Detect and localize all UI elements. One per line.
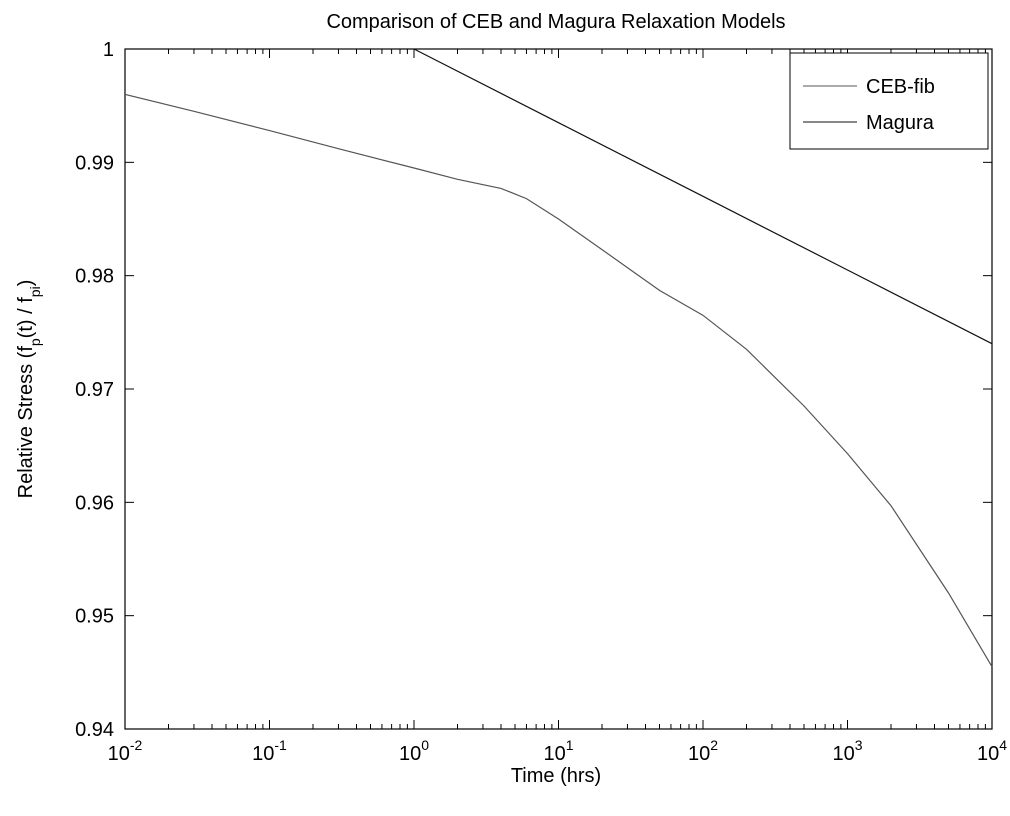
x-tick-exponent: -1 — [274, 737, 287, 753]
x-tick-base: 10 — [108, 743, 130, 765]
legend: CEB-fib Magura — [789, 52, 989, 150]
x-tick-exponent: 2 — [710, 737, 718, 753]
x-tick-label: 104 — [977, 737, 1007, 765]
x-tick-exponent: 0 — [421, 737, 429, 753]
chart-title: Comparison of CEB and Magura Relaxation … — [326, 11, 785, 33]
series-line-magura — [413, 48, 993, 345]
x-tick-base: 10 — [252, 743, 274, 765]
y-axis-label: Relative Stress (fp(t) / fpi) — [15, 280, 43, 499]
x-tick-label: 103 — [832, 737, 862, 765]
plot-area — [124, 48, 993, 730]
legend-box — [789, 52, 989, 150]
x-tick-label: 102 — [688, 737, 718, 765]
x-tick-base: 10 — [832, 743, 854, 765]
x-tick-base: 10 — [688, 743, 710, 765]
legend-label-magura: Magura — [866, 112, 935, 134]
y-tick-label: 0.97 — [75, 379, 114, 401]
x-tick-label: 10-1 — [252, 737, 287, 765]
x-tick-base: 10 — [543, 743, 565, 765]
y-label-middle: (t) / f — [15, 297, 37, 339]
x-tick-label: 101 — [543, 737, 573, 765]
x-tick-exponent: 1 — [566, 737, 574, 753]
y-tick-label: 0.94 — [75, 719, 114, 741]
y-label-suffix: ) — [15, 280, 37, 287]
y-tick-labels: 0.94 0.95 0.96 0.97 0.98 0.99 1 — [75, 39, 114, 741]
y-tick-label: 1 — [103, 39, 114, 61]
y-tick-label: 0.99 — [75, 152, 114, 174]
legend-label-ceb-fib: CEB-fib — [866, 76, 935, 98]
series-layer — [124, 48, 993, 667]
y-label-prefix: Relative Stress (f — [15, 346, 37, 499]
y-label-sub-p: p — [27, 338, 43, 346]
y-tick-label: 0.95 — [75, 606, 114, 628]
y-tick-label: 0.96 — [75, 492, 114, 514]
x-tick-base: 10 — [399, 743, 421, 765]
minor-ticks — [167, 49, 986, 729]
x-tick-label: 10-2 — [108, 737, 143, 765]
major-ticks — [124, 48, 993, 730]
y-tick-label: 0.98 — [75, 266, 114, 288]
x-tick-labels: 10-2 10-1 100 101 102 103 104 — [108, 737, 1008, 765]
x-tick-exponent: 3 — [855, 737, 863, 753]
x-tick-exponent: 4 — [999, 737, 1007, 753]
x-tick-exponent: -2 — [130, 737, 143, 753]
x-tick-label: 100 — [399, 737, 429, 765]
y-label-sub-pi: pi — [27, 286, 43, 297]
series-line-ceb-fib — [124, 93, 993, 667]
x-tick-base: 10 — [977, 743, 999, 765]
x-axis-label: Time (hrs) — [511, 765, 601, 787]
